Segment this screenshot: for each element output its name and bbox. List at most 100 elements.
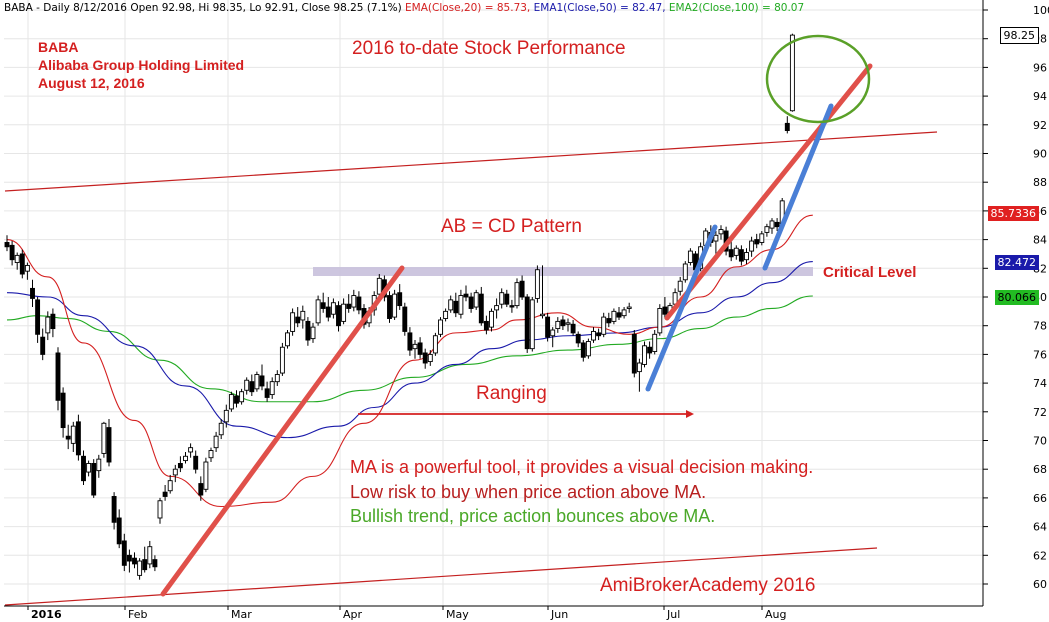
candle-body-down	[336, 305, 341, 327]
ema20-price-tag: 85.7336	[987, 206, 1039, 221]
candle-body-down	[65, 435, 71, 440]
candle	[509, 299, 515, 313]
candle-body-down	[545, 316, 551, 338]
x-tick-label: Feb	[128, 608, 147, 621]
candle-body-up	[300, 310, 306, 321]
candle-body-up	[769, 220, 775, 229]
candle-body-down	[264, 388, 270, 398]
candle-body-up	[473, 292, 479, 308]
candle	[249, 374, 255, 397]
candle	[198, 476, 204, 501]
candle	[631, 330, 637, 378]
candle-body-up	[183, 455, 188, 462]
candle-body-up	[534, 269, 540, 299]
candle	[259, 364, 265, 391]
candle-body-up	[448, 299, 454, 311]
candle-body-down	[30, 287, 35, 299]
candle	[524, 294, 530, 353]
candle-body-down	[468, 296, 474, 309]
candle	[677, 276, 683, 296]
candle-body-up	[167, 480, 173, 492]
candle	[223, 404, 229, 428]
candle	[611, 308, 617, 325]
company-name: Alibaba Group Holding Limited	[38, 57, 245, 73]
ranging-label: Ranging	[476, 383, 547, 404]
candle	[341, 298, 347, 325]
candle	[116, 509, 122, 549]
critical-level-label: Critical Level	[823, 264, 917, 281]
candle-body-up	[279, 346, 285, 374]
candle	[504, 289, 510, 308]
candle	[570, 319, 576, 336]
candle-body-up	[652, 333, 658, 352]
y-tick-label: 72	[1033, 406, 1047, 419]
candle	[412, 340, 418, 359]
candle-body-down	[60, 392, 66, 429]
candle-body-up	[45, 316, 51, 334]
footer-credit: AmiBrokerAcademy 2016	[600, 575, 816, 596]
candle-body-up	[458, 295, 464, 315]
candle	[759, 230, 765, 246]
candle	[356, 291, 362, 315]
trend-overlays	[160, 34, 873, 597]
candle-body-up	[70, 425, 76, 444]
candle-body-down	[325, 306, 331, 318]
candle	[483, 315, 489, 335]
candle-body-up	[626, 306, 632, 309]
candle	[111, 492, 117, 530]
candle	[91, 459, 97, 498]
candle-body-up	[789, 34, 795, 112]
candle-body-up	[244, 379, 250, 391]
candle	[682, 261, 688, 283]
candle-body-up	[330, 302, 336, 315]
candle-body-up	[351, 295, 357, 308]
candle	[213, 431, 219, 452]
ticker-symbol: BABA	[38, 39, 79, 55]
candle-body-up	[14, 254, 20, 264]
candle-body-down	[463, 293, 469, 298]
candle-body-up	[601, 316, 607, 335]
blue-trend-line-1	[645, 224, 718, 392]
candle	[575, 331, 581, 348]
candle	[387, 291, 392, 323]
candle	[290, 308, 296, 336]
candle-body-down	[580, 342, 586, 358]
candle-body-down	[453, 300, 459, 314]
candle-body-up	[228, 394, 234, 410]
candle	[514, 278, 520, 309]
candle-body-up	[254, 374, 260, 390]
candle-body-down	[132, 557, 137, 565]
candle	[397, 284, 403, 310]
candle-body-up	[591, 330, 596, 341]
candle-body-down	[402, 306, 408, 332]
candle	[596, 328, 602, 341]
candle-body-up	[203, 461, 209, 490]
candle-body-up	[443, 310, 449, 319]
candle	[305, 317, 311, 346]
candle-body-down	[784, 122, 790, 131]
candle	[417, 337, 423, 359]
candle-body-up	[315, 299, 321, 324]
candle	[713, 230, 719, 254]
candle	[269, 377, 275, 399]
candle-body-up	[101, 422, 107, 454]
candle-body-up	[274, 374, 280, 383]
candle-body-up	[611, 310, 617, 322]
candle	[422, 348, 428, 369]
candle-body-up	[636, 362, 642, 373]
candle	[137, 558, 143, 580]
candle	[86, 460, 92, 477]
candle-body-down	[504, 293, 510, 305]
candle-body-up	[713, 234, 719, 242]
candle	[9, 241, 15, 266]
candle-body-down	[198, 483, 204, 496]
candle-body-down	[55, 352, 61, 401]
candle	[453, 292, 459, 318]
candle-body-down	[4, 242, 10, 248]
candle-body-up	[677, 280, 683, 292]
candle-body-up	[310, 326, 316, 340]
candle	[616, 307, 622, 320]
candle	[687, 248, 693, 266]
message-line-3: Bullish trend, price action bounces abov…	[350, 506, 716, 526]
